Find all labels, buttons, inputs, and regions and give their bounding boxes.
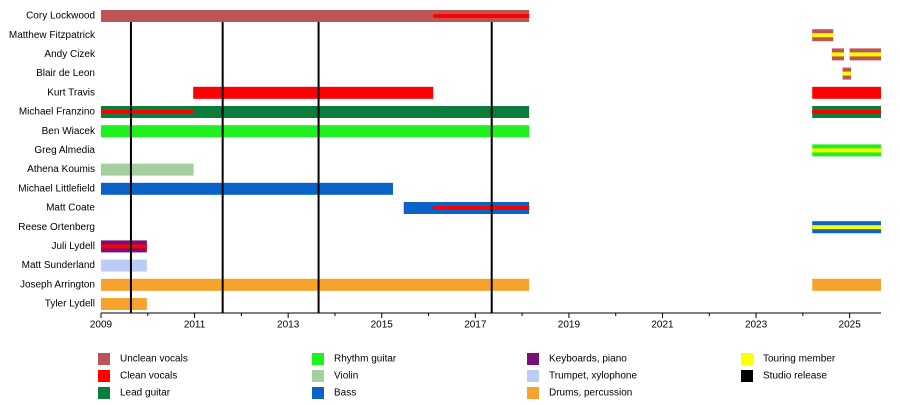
role-overlay-bar (849, 52, 881, 57)
legend-label: Keyboards, piano (549, 354, 627, 365)
legend-label: Unclean vocals (120, 354, 188, 365)
x-tick-label: 2021 (651, 320, 674, 331)
member-label: Matt Sunderland (22, 260, 95, 271)
legend-swatch (741, 353, 753, 365)
x-tick-label: 2023 (745, 320, 768, 331)
role-bar (193, 86, 434, 99)
member-label: Tyler Lydell (45, 299, 95, 310)
member-label: Ben Wiacek (42, 126, 96, 137)
x-tick-label: 2025 (839, 320, 862, 331)
role-overlay-bar (831, 52, 845, 57)
member-label: Matthew Fitzpatrick (9, 30, 96, 41)
member-label: Michael Littlefield (18, 183, 95, 194)
role-bar (101, 278, 530, 291)
legend-label: Clean vocals (120, 371, 177, 382)
member-label: Juli Lydell (51, 241, 95, 252)
legend-swatch (312, 353, 324, 365)
x-tick-label: 2019 (558, 320, 581, 331)
member-label: Andy Cizek (44, 49, 96, 60)
legend-swatch (741, 370, 753, 382)
member-label: Kurt Travis (47, 87, 95, 98)
legend-label: Violin (334, 371, 358, 382)
role-overlay-bar (812, 33, 834, 38)
legend-swatch (312, 387, 324, 399)
role-bar (101, 259, 147, 272)
legend-label: Drums, percussion (549, 388, 632, 399)
legend-label: Touring member (763, 354, 836, 365)
role-bar (101, 163, 194, 176)
x-tick-label: 2011 (184, 320, 206, 331)
member-label: Blair de Leon (36, 68, 95, 79)
role-overlay-bar (842, 71, 852, 76)
member-label: Athena Koumis (27, 164, 95, 175)
legend-swatch (98, 370, 110, 382)
role-bar (101, 125, 530, 138)
role-bar (101, 182, 393, 195)
legend-label: Trumpet, xylophone (549, 371, 637, 382)
member-label: Cory Lockwood (26, 11, 95, 22)
role-bar (812, 86, 881, 99)
role-overlay-bar (433, 206, 530, 210)
member-label: Greg Almedia (34, 145, 95, 156)
legend-label: Lead guitar (120, 388, 171, 399)
role-bar (101, 106, 530, 118)
legend-label: Bass (334, 388, 356, 399)
x-tick-label: 2015 (371, 320, 394, 331)
x-tick-label: 2017 (464, 320, 487, 331)
role-overlay-bar (812, 110, 881, 114)
role-overlay-bar (812, 148, 881, 153)
role-bar (101, 10, 530, 22)
role-overlay-bar (101, 244, 147, 249)
legend-swatch (98, 387, 110, 399)
x-tick-label: 2009 (90, 320, 113, 331)
member-label: Reese Ortenberg (18, 222, 95, 233)
member-label: Michael Franzino (19, 107, 96, 118)
legend-swatch (527, 353, 539, 365)
role-overlay-bar (812, 225, 881, 230)
legend-swatch (527, 387, 539, 399)
member-label: Joseph Arrington (20, 279, 95, 290)
role-overlay-bar (433, 14, 530, 18)
legend-swatch (527, 370, 539, 382)
legend-swatch (312, 370, 324, 382)
legend-swatch (98, 353, 110, 365)
x-tick-label: 2013 (277, 320, 300, 331)
role-bar (812, 278, 881, 291)
legend-label: Rhythm guitar (334, 354, 397, 365)
role-overlay-bar (101, 110, 194, 114)
legend-label: Studio release (763, 371, 827, 382)
member-label: Matt Coate (46, 203, 95, 214)
role-bar (101, 298, 147, 310)
